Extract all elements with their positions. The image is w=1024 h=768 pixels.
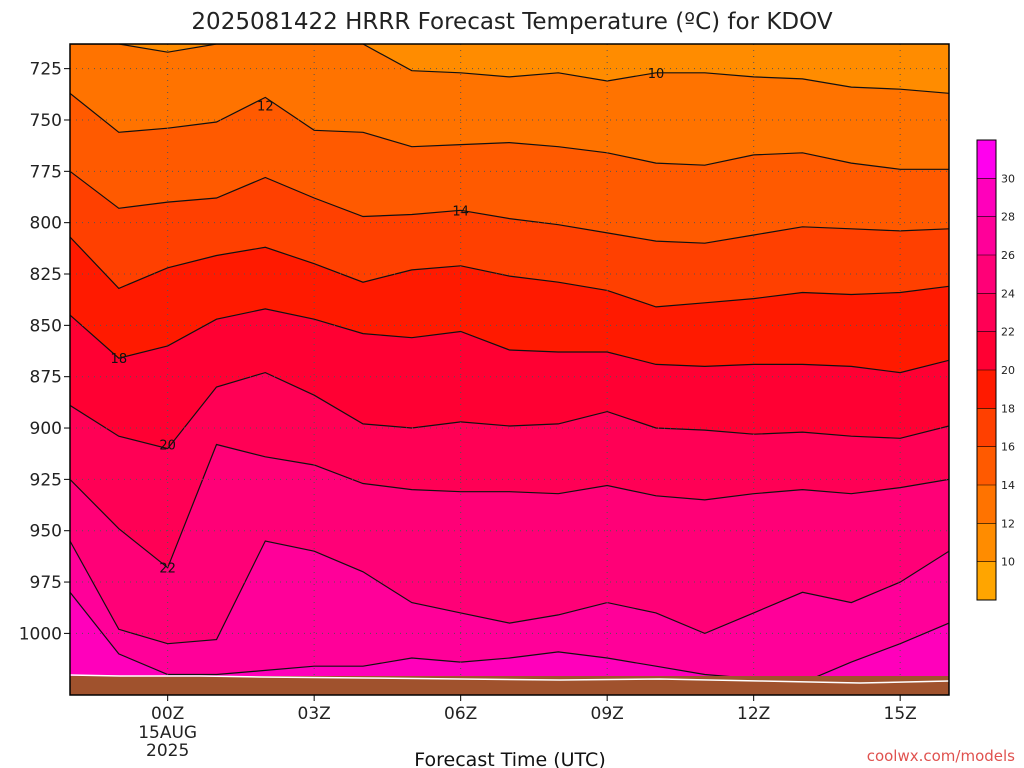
colorbar-segment bbox=[977, 408, 996, 447]
y-tick-label: 825 bbox=[30, 265, 62, 285]
colorbar-segment bbox=[977, 561, 996, 600]
y-tick-label: 800 bbox=[30, 214, 62, 234]
y-tick-label: 925 bbox=[30, 470, 62, 490]
colorbar-segment bbox=[977, 446, 996, 485]
temperature-band bbox=[70, 592, 949, 695]
plot-area bbox=[70, 44, 949, 695]
y-tick-label: 875 bbox=[30, 368, 62, 388]
x-tick-label: 09Z bbox=[591, 704, 624, 724]
y-tick-label: 725 bbox=[30, 60, 62, 80]
colorbar: 10 12 14 16 18 20 22 24 26 28 30 bbox=[976, 139, 1015, 601]
x-axis-label: Forecast Time (UTC) bbox=[414, 749, 605, 768]
y-tick-label: 950 bbox=[30, 522, 62, 542]
colorbar-segment bbox=[977, 255, 996, 294]
contour-label: 18 bbox=[111, 352, 128, 367]
contour-labels: 10 12 14 18 20 22 bbox=[111, 67, 665, 577]
colorbar-segment bbox=[977, 523, 996, 562]
isotherm-line bbox=[70, 443, 949, 569]
colorbar-label: 12 bbox=[1001, 517, 1015, 530]
colorbar-label: 18 bbox=[1001, 402, 1015, 415]
temperature-band bbox=[70, 541, 949, 683]
isotherm-line bbox=[70, 236, 949, 308]
contour-label: 14 bbox=[452, 204, 469, 219]
isotherm-line bbox=[70, 170, 949, 244]
y-axis: 725 750 775 800 825 850 875 900 925 950 975 1000 bbox=[19, 60, 70, 644]
isotherm-line bbox=[70, 44, 949, 94]
colorbar-label: 20 bbox=[1001, 364, 1015, 377]
x-tick-label: 00Z bbox=[151, 704, 184, 724]
isotherm-line bbox=[70, 308, 949, 374]
colorbar-segment bbox=[977, 216, 996, 255]
surface-edge bbox=[70, 674, 949, 684]
colorbar-label: 26 bbox=[1001, 249, 1015, 262]
x-tick-label: 12Z bbox=[737, 704, 770, 724]
colorbar-label: 22 bbox=[1001, 326, 1015, 339]
x-tick-date: 15AUG bbox=[138, 723, 197, 743]
y-tick-label: 900 bbox=[30, 419, 62, 439]
x-tick-year: 2025 bbox=[146, 741, 189, 761]
temperature-band bbox=[70, 308, 949, 449]
colorbar-segment bbox=[977, 370, 996, 409]
temperature-band bbox=[70, 444, 949, 644]
contour-label: 12 bbox=[257, 100, 274, 115]
x-tick-label: 03Z bbox=[298, 704, 331, 724]
isotherm-line bbox=[70, 92, 949, 170]
chart-title: 2025081422 HRRR Forecast Temperature (ºC… bbox=[191, 9, 832, 35]
colorbar-segment bbox=[977, 485, 996, 524]
colorbar-label: 14 bbox=[1001, 479, 1015, 492]
x-tick-label: 15Z bbox=[884, 704, 917, 724]
credit-text: coolwx.com/models bbox=[867, 747, 1015, 765]
temperature-band bbox=[70, 237, 949, 373]
temperature-band bbox=[70, 171, 949, 307]
y-tick-label: 750 bbox=[30, 111, 62, 131]
isotherm-line bbox=[70, 371, 949, 450]
y-tick-label: 850 bbox=[30, 316, 62, 336]
colorbar-label: 10 bbox=[1001, 556, 1015, 569]
x-tick-label: 06Z bbox=[444, 704, 477, 724]
colorbar-segment bbox=[977, 178, 996, 217]
isotherm-line bbox=[70, 540, 949, 645]
contour-label: 20 bbox=[159, 438, 176, 453]
colorbar-segment bbox=[977, 331, 996, 370]
contour-label: 10 bbox=[648, 67, 665, 82]
temperature-fill-bands bbox=[70, 44, 949, 695]
colorbar-label: 24 bbox=[1001, 287, 1015, 300]
temperature-band bbox=[70, 93, 949, 244]
colorbar-segment bbox=[977, 293, 996, 332]
colorbar-segment bbox=[977, 140, 996, 179]
y-tick-label: 1000 bbox=[19, 624, 62, 644]
colorbar-label: 28 bbox=[1001, 211, 1015, 224]
y-tick-label: 775 bbox=[30, 162, 62, 182]
contour-label: 22 bbox=[159, 562, 176, 577]
y-tick-label: 975 bbox=[30, 573, 62, 593]
temperature-band bbox=[70, 44, 949, 94]
grid-lines bbox=[70, 44, 949, 695]
colorbar-label: 30 bbox=[1001, 172, 1015, 185]
surface-ground bbox=[70, 674, 949, 695]
temperature-band bbox=[70, 372, 949, 568]
plot-frame bbox=[69, 43, 950, 696]
colorbar-label: 16 bbox=[1001, 441, 1015, 454]
